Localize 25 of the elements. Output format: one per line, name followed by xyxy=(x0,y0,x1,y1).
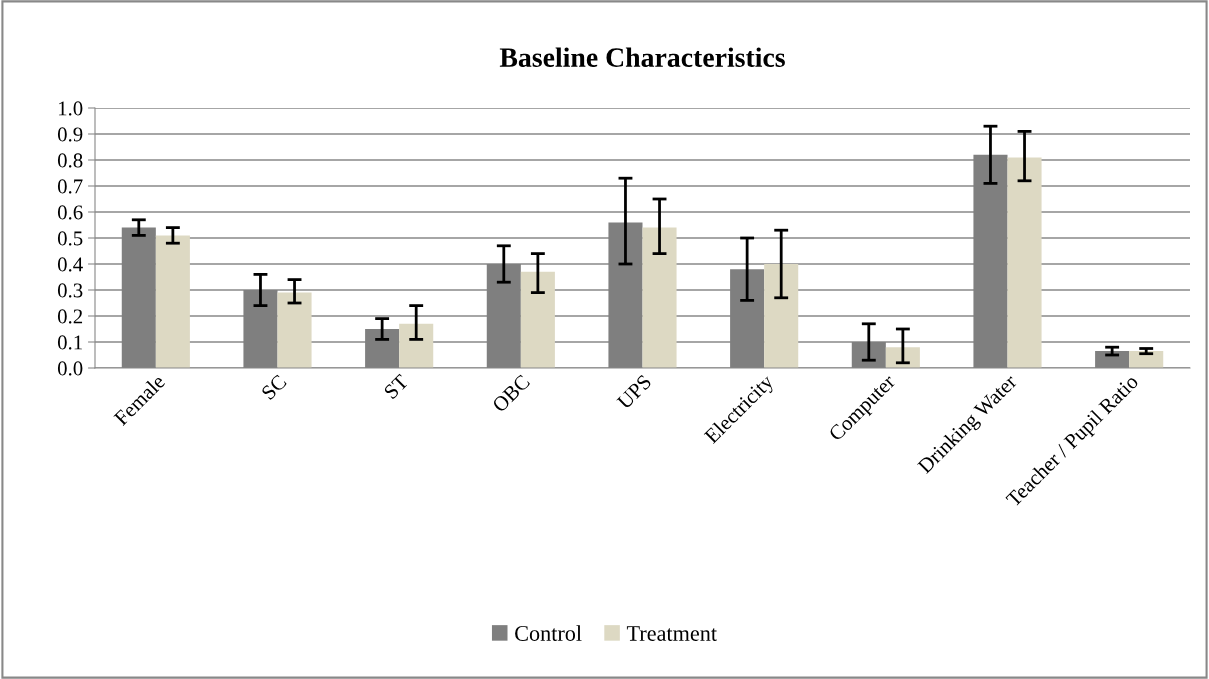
bar xyxy=(277,292,312,368)
bar xyxy=(764,264,799,368)
chart-title: Baseline Characteristics xyxy=(499,47,785,67)
y-tick-label: 0.3 xyxy=(57,283,83,298)
legend-label: Control xyxy=(515,625,582,641)
bar xyxy=(520,271,555,368)
y-tick-label: 0.2 xyxy=(57,309,83,324)
x-tick-label: UPS xyxy=(616,374,652,410)
y-tick-label: 0.9 xyxy=(57,127,83,142)
y-tick-label: 0.7 xyxy=(57,179,83,194)
y-tick-label: 0.6 xyxy=(57,205,83,220)
y-tick-label: 1.0 xyxy=(58,101,83,116)
bar xyxy=(155,235,190,368)
y-tick-label: 0.8 xyxy=(57,153,83,168)
x-tick-label: SC xyxy=(260,374,288,401)
y-tick-label: 0.1 xyxy=(57,335,82,350)
bar xyxy=(1007,157,1042,368)
y-tick-label: 0.4 xyxy=(57,257,83,272)
bar xyxy=(1129,351,1164,368)
bar xyxy=(642,227,677,368)
bar xyxy=(399,323,434,368)
y-tick-label: 0.0 xyxy=(57,361,83,376)
x-tick-label: ST xyxy=(383,373,410,400)
y-tick-label: 0.5 xyxy=(57,231,83,246)
legend-label: Treatment xyxy=(626,626,717,641)
